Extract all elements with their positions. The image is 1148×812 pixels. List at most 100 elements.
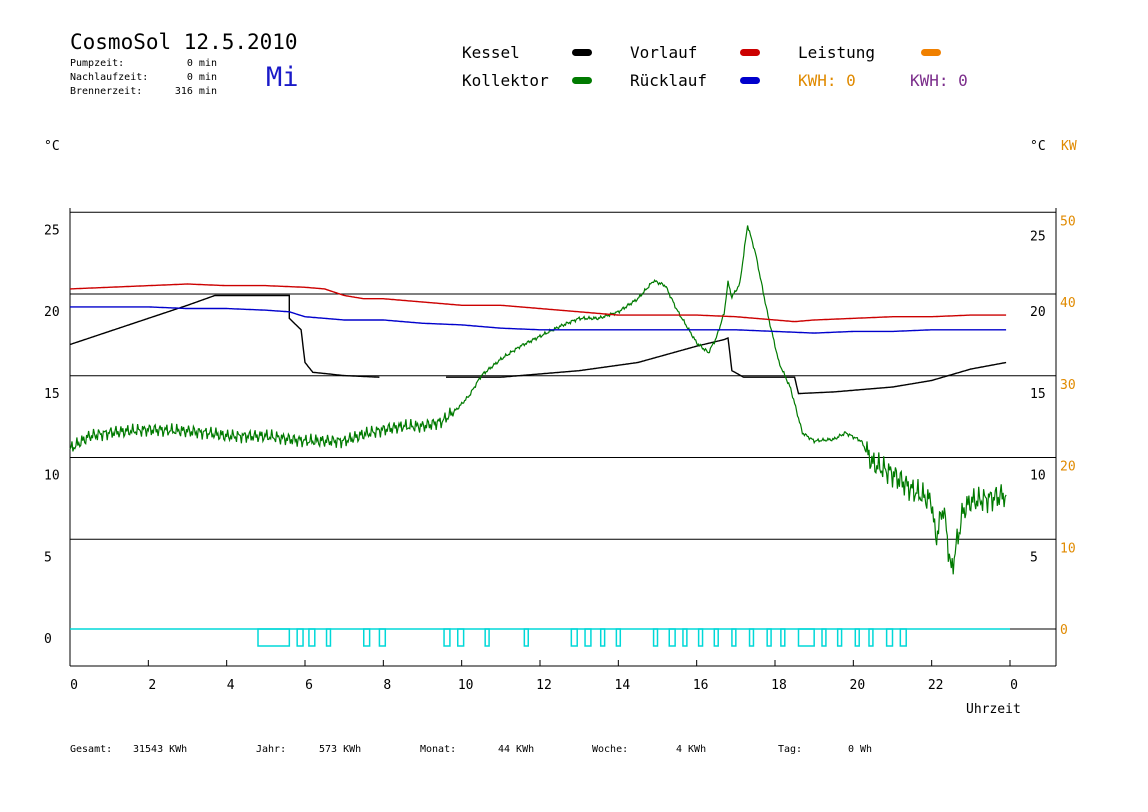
legend-ruecklauf-label: Rücklauf: [630, 71, 708, 90]
pump-interval-2: [308, 628, 316, 647]
footer-tag-label: Tag:: [778, 744, 803, 755]
x-tick-label-9: 18: [771, 678, 787, 693]
y-tick-left-0: 0: [44, 632, 52, 647]
pump-interval-19: [731, 628, 737, 647]
legend-kessel-swatch: [572, 49, 592, 56]
pump-interval-18: [713, 628, 719, 647]
x-axis-label: Uhrzeit: [966, 702, 1021, 717]
pump-interval-21: [766, 628, 772, 647]
pump-interval-9: [523, 628, 529, 647]
pump-interval-23: [797, 628, 815, 647]
legend-vorlauf-swatch: [740, 49, 760, 56]
pump-interval-22: [780, 628, 786, 647]
pump-interval-10: [570, 628, 578, 647]
pump-interval-26: [854, 628, 860, 647]
legend-ruecklauf-swatch: [740, 77, 760, 84]
pump-interval-28: [885, 628, 894, 647]
pump-interval-7: [457, 628, 465, 647]
pump-interval-8: [484, 628, 490, 647]
footer-woche-label: Woche:: [592, 744, 629, 755]
x-tick-label-5: 10: [458, 678, 474, 693]
stat-label-nachlaufzeit: Nachlaufzeit:: [70, 72, 149, 83]
footer-jahr-value: 573 KWh: [319, 744, 362, 755]
weekday-label: Mi: [266, 62, 299, 93]
pump-interval-1: [296, 628, 304, 647]
x-tick-label-6: 12: [536, 678, 552, 693]
pump-interval-25: [836, 628, 843, 647]
footer-woche-value: 4 KWh: [676, 744, 707, 755]
series-ruecklauf-line-0: [70, 306, 1007, 334]
x-tick-label-8: 16: [693, 678, 709, 693]
pump-interval-14: [652, 628, 659, 647]
pump-interval-3: [325, 628, 332, 647]
series-vorlauf-line-0: [70, 283, 1007, 323]
legend-leistung-swatch: [921, 49, 941, 56]
series-kollektor-line-0: [69, 225, 1007, 575]
pump-interval-27: [868, 628, 874, 647]
series-kessel-line-0: [69, 294, 380, 378]
y-tick-right-c-10: 10: [1030, 469, 1046, 484]
x-tick-label-11: 22: [928, 678, 944, 693]
footer-tag-value: 0 Wh: [848, 744, 873, 755]
y-tick-right-c-15: 15: [1030, 387, 1046, 402]
series-kessel-line-1: [446, 337, 1007, 395]
x-tick-label-7: 14: [615, 678, 631, 693]
footer-gesamt-value: 31543 KWh: [133, 744, 188, 755]
footer-jahr-label: Jahr:: [256, 744, 287, 755]
y-tick-right-kw-20: 20: [1060, 460, 1076, 475]
legend-vorlauf-label: Vorlauf: [630, 43, 698, 62]
legend-kwh-orange: KWH: 0: [798, 71, 856, 90]
y-tick-right-kw-50: 50: [1060, 214, 1076, 229]
y-tick-right-c-5: 5: [1030, 550, 1038, 565]
y-tick-left-5: 5: [44, 550, 52, 565]
legend-kollektor-swatch: [572, 77, 592, 84]
pump-interval-15: [668, 628, 676, 647]
right-axis-unit-celsius: °C: [1030, 139, 1046, 154]
x-tick-label-4: 8: [383, 678, 391, 693]
footer-monat-label: Monat:: [420, 744, 457, 755]
y-tick-right-kw-10: 10: [1060, 541, 1076, 556]
x-tick-label-1: 2: [148, 678, 156, 693]
pump-interval-11: [584, 628, 592, 647]
y-tick-right-c-20: 20: [1030, 305, 1046, 320]
legend-leistung-label: Leistung: [798, 43, 876, 62]
pump-interval-13: [615, 628, 622, 647]
y-tick-left-15: 15: [44, 387, 60, 402]
pump-interval-17: [697, 628, 704, 647]
legend-kessel-label: Kessel: [462, 43, 520, 62]
pump-interval-20: [748, 628, 755, 647]
x-tick-label-3: 6: [305, 678, 313, 693]
y-tick-right-kw-0: 0: [1060, 623, 1068, 638]
legend-kwh-purple: KWH: 0: [910, 71, 968, 90]
pump-interval-5: [378, 628, 387, 647]
x-tick-label-0: 0: [70, 678, 78, 693]
right-axis-unit-kw: KW: [1061, 139, 1077, 154]
legend-kollektor-label: Kollektor: [462, 71, 549, 90]
y-tick-left-25: 25: [44, 223, 60, 238]
footer-monat-value: 44 KWh: [498, 744, 535, 755]
pump-interval-4: [363, 628, 371, 647]
y-tick-right-c-25: 25: [1030, 229, 1046, 244]
stat-label-pumpzeit: Pumpzeit:: [70, 58, 125, 69]
pump-interval-0: [257, 628, 291, 647]
x-tick-label-2: 4: [227, 678, 235, 693]
pump-interval-29: [899, 628, 907, 647]
y-tick-left-10: 10: [44, 469, 60, 484]
left-axis-unit: °C: [44, 139, 60, 154]
pump-interval-24: [821, 628, 827, 647]
pump-interval-16: [682, 628, 688, 647]
stat-value-pumpzeit: 0 min: [186, 58, 217, 69]
y-tick-left-20: 20: [44, 305, 60, 320]
y-tick-right-kw-40: 40: [1060, 296, 1076, 311]
x-tick-label-12: 0: [1010, 678, 1018, 693]
stat-value-nachlaufzeit: 0 min: [186, 72, 217, 83]
y-tick-right-kw-30: 30: [1060, 378, 1076, 393]
chart-title: CosmoSol 12.5.2010: [70, 30, 298, 54]
pump-interval-6: [443, 628, 451, 647]
pump-interval-12: [599, 628, 606, 647]
stat-value-brennerzeit: 316 min: [174, 86, 217, 97]
footer-gesamt-label: Gesamt:: [70, 744, 113, 755]
x-tick-label-10: 20: [850, 678, 866, 693]
stat-label-brennerzeit: Brennerzeit:: [70, 86, 143, 97]
